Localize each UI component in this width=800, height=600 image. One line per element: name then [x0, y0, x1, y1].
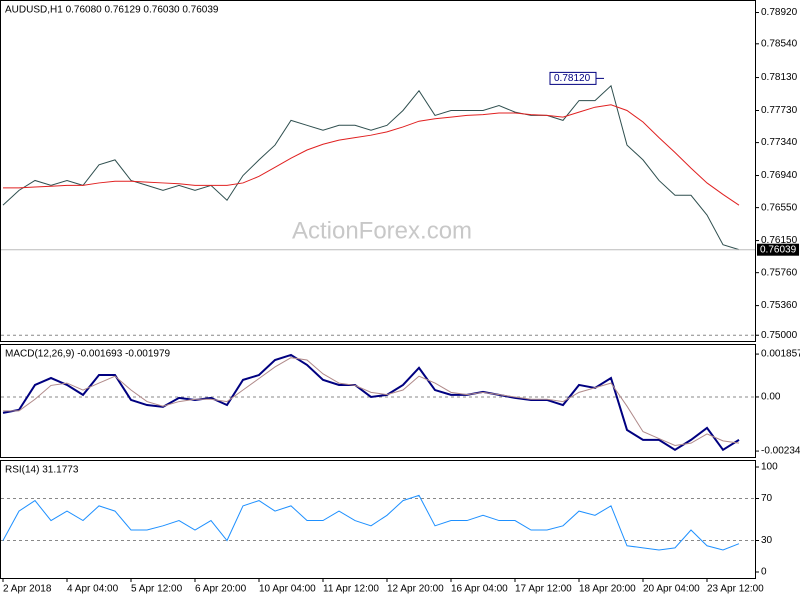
x-tick-label: 10 Apr 04:00 [259, 584, 316, 595]
x-tick-label: 17 Apr 12:00 [515, 584, 572, 595]
y-tick-label: 0.78130 [761, 72, 798, 83]
y-tick-label: 0.001857 [761, 349, 800, 360]
y-tick-label: 0.77340 [761, 137, 798, 148]
series-line [3, 357, 740, 446]
series-line [2, 353, 740, 452]
y-tick-label: 0.76940 [761, 170, 798, 181]
x-tick-label: 5 Apr 12:00 [131, 584, 183, 595]
x-tick-label: 12 Apr 20:00 [387, 584, 444, 595]
series-line [3, 104, 740, 206]
y-tick-label: 0.75760 [761, 267, 798, 278]
x-tick-label: 2 Apr 2018 [3, 584, 52, 595]
y-tick-label: 30 [761, 535, 773, 546]
x-tick-label: 18 Apr 20:00 [579, 584, 636, 595]
x-tick-label: 16 Apr 04:00 [451, 584, 508, 595]
y-tick-label: 0.76150 [761, 235, 798, 246]
y-tick-label: 0 [761, 567, 767, 578]
x-tick-label: 6 Apr 20:00 [195, 584, 247, 595]
panel-frame [0, 460, 756, 579]
y-tick-label: 0.77730 [761, 105, 798, 116]
y-tick-label: 100 [761, 462, 778, 473]
panel-title: RSI(14) 31.1773 [5, 465, 79, 476]
watermark: ActionForex.com [292, 217, 472, 244]
y-tick-label: 70 [761, 493, 773, 504]
y-tick-label: 0.76550 [761, 202, 798, 213]
y-tick-label: 0.00 [761, 392, 781, 403]
panel-frame [0, 0, 756, 342]
panel-title: AUDUSD,H1 0.76080 0.76129 0.76030 0.7603… [5, 5, 219, 16]
x-tick-label: 20 Apr 04:00 [643, 584, 700, 595]
x-tick-label: 23 Apr 12:00 [707, 584, 764, 595]
y-tick-label: 0.78920 [761, 7, 798, 18]
series-line [2, 84, 740, 251]
high-label: 0.78120 [554, 73, 591, 84]
x-tick-label: 11 Apr 12:00 [323, 584, 379, 595]
y-tick-label: -0.002343 [761, 446, 800, 457]
price-label-box [757, 243, 799, 256]
panel-frame [0, 344, 756, 458]
y-tick-label: 0.75360 [761, 300, 798, 311]
series-line [2, 494, 740, 551]
price-label: 0.76039 [760, 244, 797, 255]
y-tick-label: 0.78540 [761, 38, 798, 49]
panel-title: MACD(12,26,9) -0.001693 -0.001979 [5, 349, 171, 360]
y-tick-label: 0.75000 [761, 330, 798, 341]
x-tick-label: 4 Apr 04:00 [67, 584, 119, 595]
